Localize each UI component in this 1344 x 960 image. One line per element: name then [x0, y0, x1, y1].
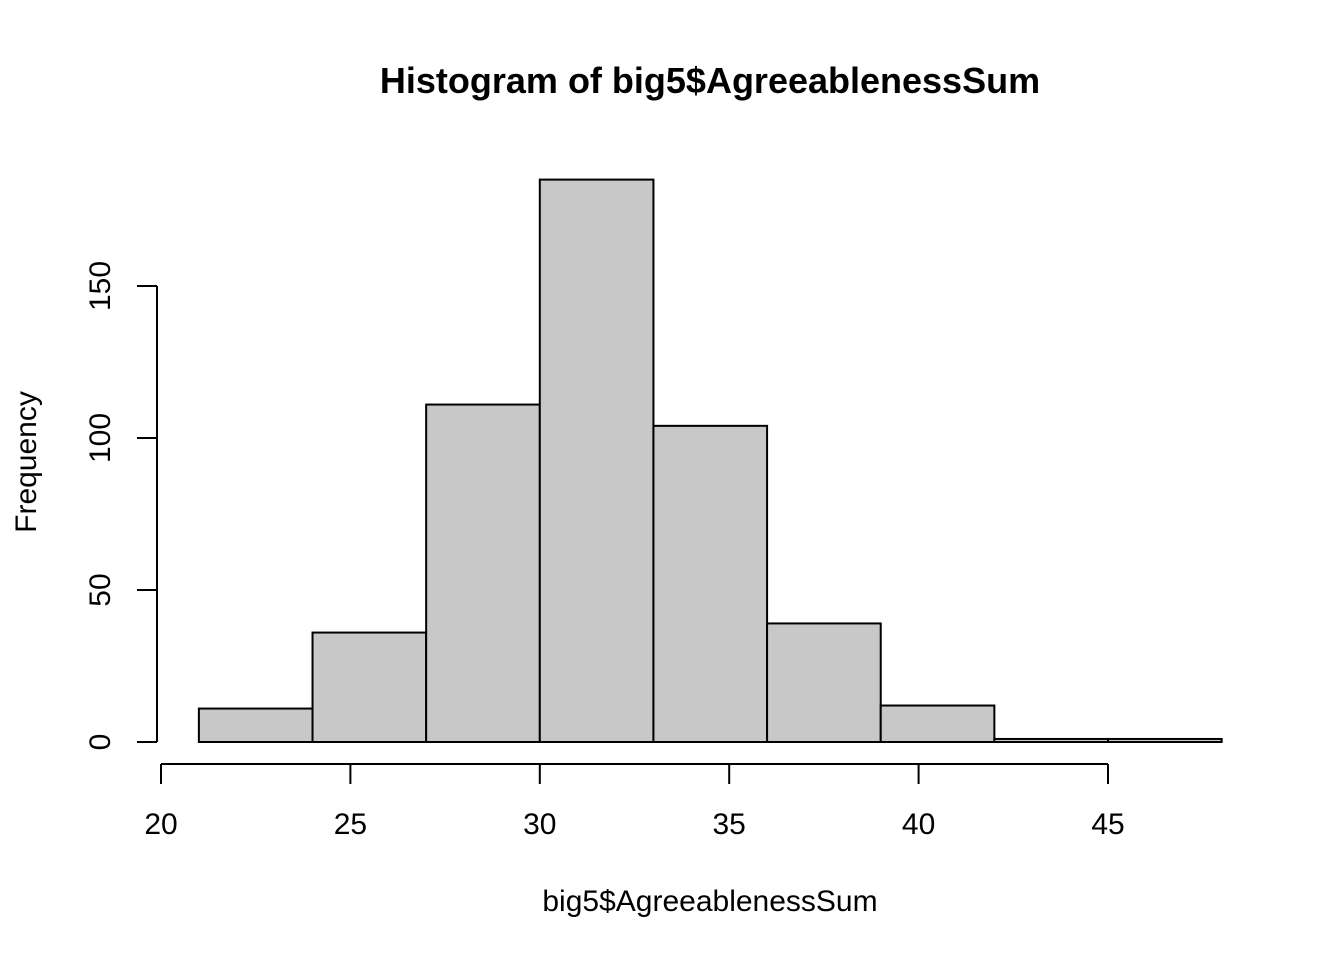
x-tick-label-25: 25 [334, 808, 367, 841]
histogram-bar-2 [425, 403, 541, 743]
x-tick-label-40: 40 [902, 808, 935, 841]
histogram-bar-5 [766, 622, 882, 743]
x-tick-label-35: 35 [713, 808, 746, 841]
bars-group [197, 178, 1223, 744]
histogram-bar-8 [1107, 737, 1223, 744]
histogram-bar-4 [652, 424, 769, 743]
x-tick-label-30: 30 [523, 808, 556, 841]
y-tick-label-50: 50 [84, 573, 117, 606]
histogram-bar-6 [879, 704, 996, 744]
y-tick-label-150: 150 [84, 261, 117, 311]
y-tick-label-0: 0 [84, 734, 117, 751]
y-axis: 0 50 100 150 [84, 261, 158, 751]
chart-title: Histogram of big5$AgreeablenessSum [380, 60, 1040, 101]
x-tick-label-20: 20 [144, 808, 177, 841]
y-tick-label-100: 100 [84, 413, 117, 463]
histogram-bar-7 [993, 737, 1109, 744]
histogram-bar-1 [311, 631, 428, 743]
x-axis: 20 25 30 35 40 45 [144, 763, 1125, 841]
x-axis-label: big5$AgreeablenessSum [542, 885, 877, 918]
y-axis-label: Frequency [10, 391, 43, 533]
histogram-bar-3 [538, 178, 655, 744]
histogram-bar-0 [197, 707, 314, 743]
x-tick-label-45: 45 [1091, 808, 1124, 841]
